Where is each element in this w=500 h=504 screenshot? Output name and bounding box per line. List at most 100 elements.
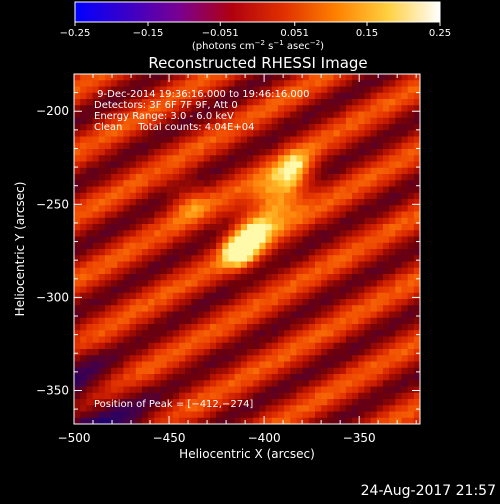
image-pixel: [222, 330, 229, 337]
image-pixel: [185, 99, 192, 106]
image-pixel: [284, 167, 291, 175]
image-pixel: [382, 211, 390, 219]
image-pixel: [364, 249, 371, 256]
image-pixel: [141, 374, 149, 381]
image-pixel: [111, 267, 118, 275]
image-pixel: [166, 86, 174, 94]
image-pixel: [104, 211, 112, 219]
image-pixel: [407, 311, 415, 319]
image-pixel: [296, 280, 303, 287]
image-pixel: [154, 74, 161, 81]
image-pixel: [247, 242, 254, 250]
image-pixel: [86, 292, 93, 300]
image-pixel: [407, 124, 415, 131]
image-pixel: [135, 192, 143, 200]
image-pixel: [358, 249, 365, 256]
image-pixel: [339, 311, 347, 319]
image-pixel: [247, 149, 254, 156]
image-pixel: [123, 211, 130, 219]
image-pixel: [185, 136, 192, 144]
image-pixel: [104, 380, 112, 387]
image-pixel: [290, 130, 297, 137]
image-pixel: [74, 280, 81, 287]
image-pixel: [259, 280, 266, 287]
image-pixel: [277, 80, 285, 87]
image-pixel: [296, 180, 303, 187]
image-pixel: [129, 249, 137, 256]
image-pixel: [74, 86, 81, 94]
image-pixel: [203, 161, 211, 169]
image-pixel: [314, 92, 322, 100]
image-pixel: [265, 224, 273, 231]
image-pixel: [154, 199, 161, 206]
image-pixel: [191, 399, 198, 406]
image-pixel: [308, 380, 316, 387]
image-pixel: [92, 74, 100, 81]
image-pixel: [358, 317, 365, 325]
image-pixel: [259, 336, 266, 344]
image-pixel: [253, 155, 260, 162]
image-pixel: [216, 186, 223, 194]
image-pixel: [172, 299, 180, 306]
image-pixel: [321, 380, 328, 387]
image-pixel: [333, 317, 341, 325]
image-pixel: [345, 386, 353, 394]
image-pixel: [197, 305, 205, 312]
image-pixel: [141, 180, 149, 187]
image-pixel: [308, 386, 316, 394]
image-pixel: [290, 386, 297, 394]
image-pixel: [111, 199, 118, 206]
image-pixel: [209, 305, 217, 312]
image-pixel: [148, 124, 155, 131]
image-pixel: [395, 411, 402, 419]
image-pixel: [284, 74, 291, 81]
image-pixel: [135, 367, 143, 375]
image-pixel: [234, 236, 242, 244]
image-pixel: [172, 336, 180, 344]
image-pixel: [104, 261, 112, 269]
image-pixel: [135, 374, 143, 381]
image-pixel: [148, 292, 155, 300]
image-pixel: [370, 80, 378, 87]
image-pixel: [247, 392, 254, 400]
image-pixel: [228, 317, 235, 325]
image-pixel: [141, 386, 149, 394]
image-pixel: [253, 274, 260, 281]
image-pixel: [277, 361, 285, 369]
image-pixel: [358, 99, 365, 106]
image-pixel: [364, 186, 371, 194]
image-pixel: [321, 336, 328, 344]
image-pixel: [74, 286, 81, 294]
image-pixel: [277, 224, 285, 231]
image-pixel: [148, 336, 155, 344]
image-pixel: [296, 255, 303, 262]
image-pixel: [234, 367, 242, 375]
image-pixel: [308, 105, 316, 112]
image-pixel: [209, 224, 217, 231]
image-pixel: [407, 86, 415, 94]
image-pixel: [179, 242, 186, 250]
image-pixel: [413, 405, 421, 412]
image-pixel: [172, 86, 180, 94]
image-pixel: [222, 86, 229, 94]
image-pixel: [339, 186, 347, 194]
image-pixel: [86, 399, 93, 406]
image-pixel: [154, 142, 161, 150]
image-pixel: [135, 261, 143, 269]
image-pixel: [86, 161, 93, 169]
image-pixel: [148, 355, 155, 362]
image-pixel: [172, 117, 180, 125]
image-pixel: [129, 80, 137, 87]
image-pixel: [179, 417, 186, 425]
image-pixel: [228, 330, 235, 337]
image-pixel: [86, 167, 93, 175]
image-pixel: [277, 136, 285, 144]
image-pixel: [92, 349, 100, 356]
image-pixel: [333, 230, 341, 237]
image-pixel: [129, 280, 137, 287]
image-pixel: [339, 149, 347, 156]
image-pixel: [395, 405, 402, 412]
image-pixel: [253, 192, 260, 200]
image-pixel: [209, 74, 217, 81]
image-pixel: [111, 136, 118, 144]
